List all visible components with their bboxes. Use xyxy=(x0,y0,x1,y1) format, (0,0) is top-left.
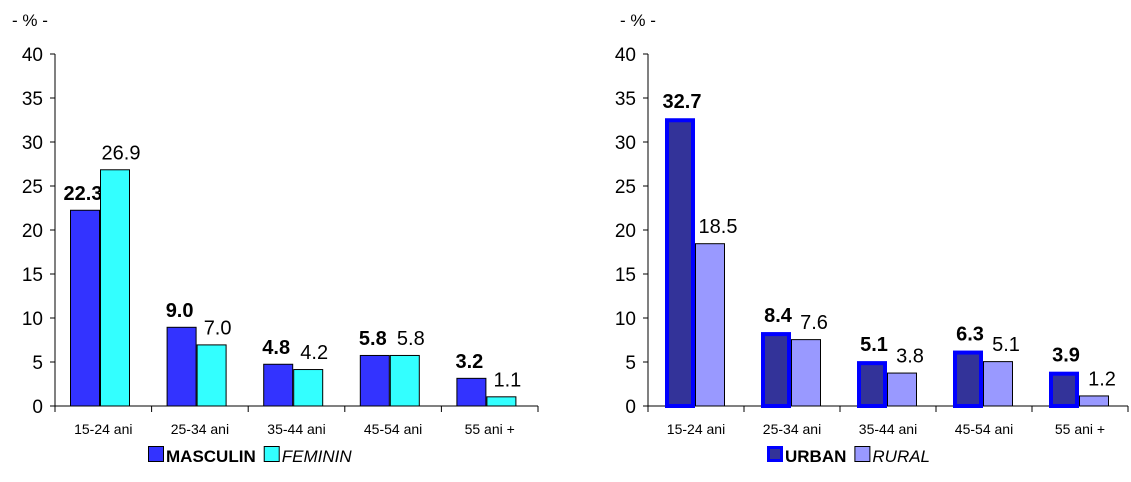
bar-feminin-0 xyxy=(100,169,130,407)
bar-masculin-1 xyxy=(166,326,197,407)
x-category-label: 45-54 ani xyxy=(364,421,422,437)
data-label-feminin: 7.0 xyxy=(204,317,232,339)
x-category-label: 15-24 ani xyxy=(74,421,132,437)
data-label-feminin: 26.9 xyxy=(102,142,141,164)
data-label-masculin: 22.3 xyxy=(64,183,103,205)
x-category-label: 25-34 ani xyxy=(763,421,821,437)
data-label-masculin: 3.2 xyxy=(455,351,483,373)
y-tick-label: 5 xyxy=(625,353,636,374)
bar-rural-4 xyxy=(1079,395,1109,407)
legend-label-urban: URBAN xyxy=(785,447,846,466)
bar-masculin-4 xyxy=(456,377,487,407)
data-label-masculin: 4.8 xyxy=(262,337,290,359)
legend-swatch-rural xyxy=(854,446,871,462)
chart-masculin-feminin: - % - 0 5 10 15 20 25 30 35 40 15-24 ani 25-34 ani 3… xyxy=(0,0,560,477)
bar-chart-right: - % - 0 5 10 15 20 25 30 35 40 15-24 ani 25-34 ani 3… xyxy=(615,11,1129,466)
bar-feminin-2 xyxy=(293,369,324,407)
y-tick-label: 10 xyxy=(22,309,43,330)
legend-swatch-masculin xyxy=(148,446,164,462)
unit-label: - % - xyxy=(620,11,656,30)
bar-urban-0 xyxy=(665,118,695,409)
legend-label-rural: RURAL xyxy=(872,447,930,466)
y-tick-label: 25 xyxy=(22,177,43,198)
legend-swatch-feminin xyxy=(263,446,280,462)
bar-rural-2 xyxy=(887,372,917,407)
y-tick-label: 30 xyxy=(22,133,43,154)
unit-label: - % - xyxy=(12,11,48,30)
data-label-feminin: 1.1 xyxy=(493,369,521,391)
y-tick-label: 0 xyxy=(32,397,43,418)
data-label-urban: 6.3 xyxy=(956,324,984,346)
y-tick-label: 15 xyxy=(22,265,43,286)
bar-rural-3 xyxy=(983,361,1013,407)
x-category-label: 15-24 ani xyxy=(667,421,725,437)
bar-feminin-1 xyxy=(196,344,227,407)
y-tick-label: 40 xyxy=(615,45,636,66)
bar-feminin-3 xyxy=(389,354,420,407)
y-tick-label: 30 xyxy=(615,133,636,154)
legend-swatch-urban xyxy=(767,446,783,462)
bar-masculin-3 xyxy=(359,354,390,407)
bar-rural-1 xyxy=(791,339,821,407)
x-category-label: 25-34 ani xyxy=(171,421,229,437)
data-label-rural: 1.2 xyxy=(1088,368,1116,390)
data-label-rural: 5.1 xyxy=(992,334,1020,356)
data-label-rural: 7.6 xyxy=(800,312,828,334)
data-label-urban: 5.1 xyxy=(860,334,888,356)
data-label-urban: 3.9 xyxy=(1052,345,1080,367)
y-tick-label: 10 xyxy=(615,309,636,330)
y-tick-label: 20 xyxy=(22,221,43,242)
y-tick-label: 20 xyxy=(615,221,636,242)
x-category-label: 55 ani + xyxy=(1055,421,1105,437)
x-category-label: 35-44 ani xyxy=(859,421,917,437)
data-label-urban: 32.7 xyxy=(663,91,702,113)
data-label-rural: 3.8 xyxy=(896,346,924,368)
x-category-label: 35-44 ani xyxy=(267,421,325,437)
data-label-feminin: 5.8 xyxy=(397,328,425,350)
bar-masculin-0 xyxy=(70,209,100,407)
data-label-urban: 8.4 xyxy=(764,305,793,327)
x-category-label: 45-54 ani xyxy=(955,421,1013,437)
data-label-masculin: 5.8 xyxy=(359,328,387,350)
x-category-label: 55 ani + xyxy=(465,421,515,437)
legend-label-feminin: FEMININ xyxy=(282,447,353,466)
data-label-masculin: 9.0 xyxy=(166,300,194,322)
y-tick-label: 0 xyxy=(625,397,636,418)
y-tick-label: 35 xyxy=(22,89,43,110)
y-tick-label: 40 xyxy=(22,45,43,66)
y-tick-label: 25 xyxy=(615,177,636,198)
y-tick-label: 5 xyxy=(32,353,43,374)
legend-label-masculin: MASCULIN xyxy=(166,447,256,466)
bar-urban-1 xyxy=(761,332,791,408)
y-tick-label: 35 xyxy=(615,89,636,110)
data-label-rural: 18.5 xyxy=(699,216,738,238)
bar-masculin-2 xyxy=(263,363,294,407)
data-label-feminin: 4.2 xyxy=(300,342,328,364)
bar-urban-2 xyxy=(857,361,887,408)
bar-urban-4 xyxy=(1049,371,1079,408)
bar-rural-0 xyxy=(695,243,725,407)
chart-urban-rural: - % - 0 5 10 15 20 25 30 35 40 15-24 ani 25-34 ani 3… xyxy=(565,0,1131,477)
bar-feminin-4 xyxy=(486,396,517,407)
bar-chart-left: - % - 0 5 10 15 20 25 30 35 40 15-24 ani 25-34 ani 3… xyxy=(12,11,539,466)
y-tick-label: 15 xyxy=(615,265,636,286)
bar-urban-3 xyxy=(953,350,983,408)
